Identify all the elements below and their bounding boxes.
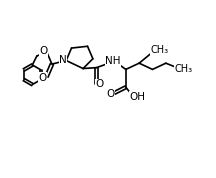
Text: O: O	[38, 73, 47, 83]
Text: CH₃: CH₃	[175, 64, 193, 74]
Text: O: O	[106, 89, 114, 99]
Text: OH: OH	[130, 92, 146, 102]
Text: O: O	[95, 79, 103, 89]
Text: NH: NH	[105, 56, 121, 66]
Text: O: O	[39, 46, 48, 56]
Text: CH₃: CH₃	[150, 45, 168, 55]
Text: N: N	[59, 55, 67, 65]
